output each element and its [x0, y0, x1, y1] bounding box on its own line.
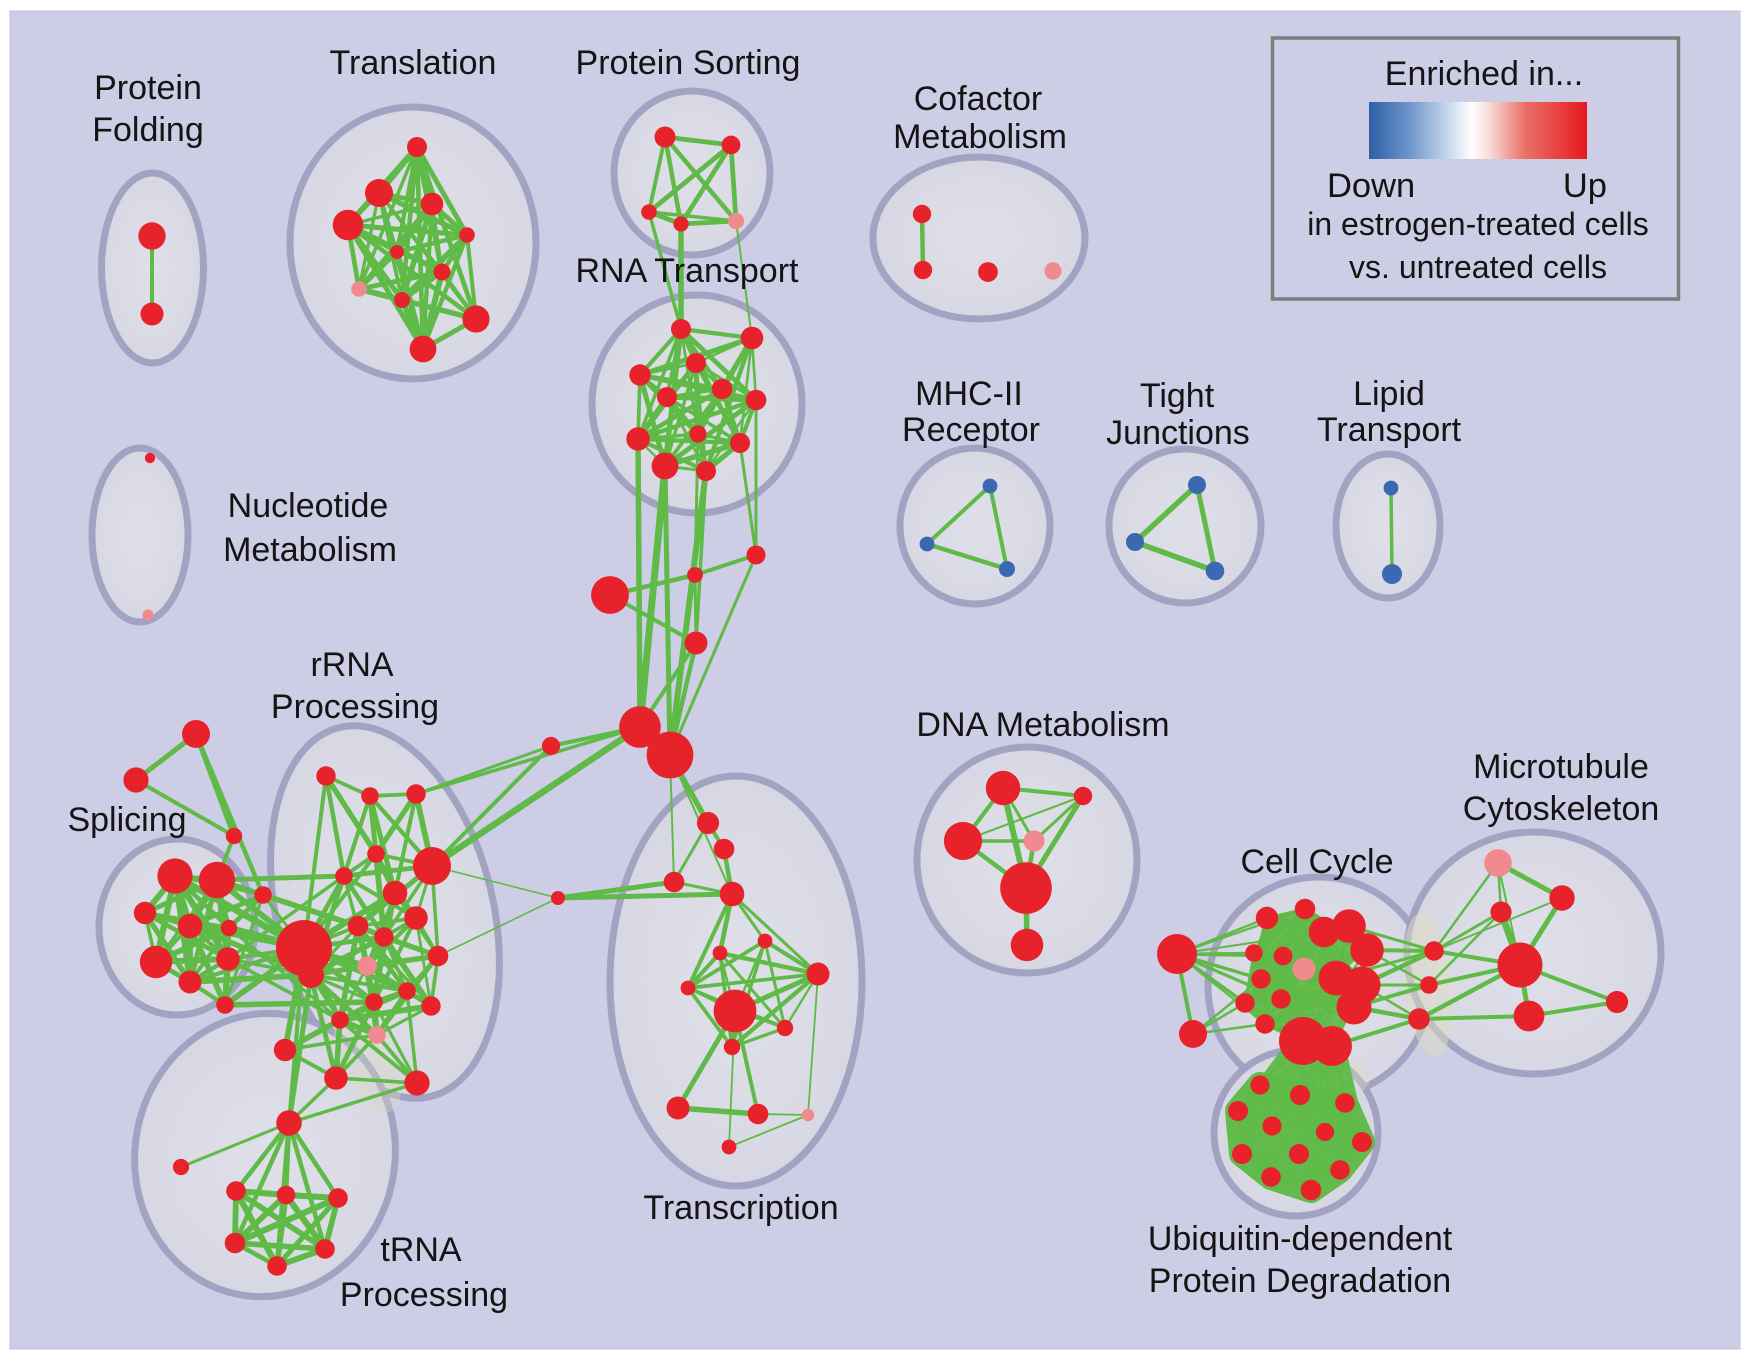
svg-text:DNA Metabolism: DNA Metabolism: [916, 706, 1169, 744]
svg-text:Receptor: Receptor: [902, 411, 1040, 449]
svg-text:Ubiquitin-dependent: Ubiquitin-dependent: [1148, 1220, 1453, 1258]
svg-text:Metabolism: Metabolism: [893, 118, 1067, 156]
svg-text:RNA Transport: RNA Transport: [576, 252, 800, 290]
svg-text:rRNA: rRNA: [310, 646, 393, 684]
svg-text:Splicing: Splicing: [67, 801, 186, 839]
svg-text:Up: Up: [1563, 167, 1607, 205]
svg-text:tRNA: tRNA: [380, 1231, 462, 1269]
svg-text:Protein: Protein: [94, 69, 202, 107]
svg-text:Enriched in...: Enriched in...: [1385, 55, 1583, 93]
svg-text:Protein Sorting: Protein Sorting: [576, 44, 801, 82]
svg-text:Nucleotide: Nucleotide: [228, 487, 389, 525]
svg-text:Microtubule: Microtubule: [1473, 748, 1649, 786]
svg-text:Junctions: Junctions: [1106, 414, 1250, 452]
svg-text:vs. untreated cells: vs. untreated cells: [1349, 249, 1607, 285]
svg-text:Protein Degradation: Protein Degradation: [1149, 1262, 1451, 1300]
svg-text:Transport: Transport: [1317, 411, 1462, 449]
svg-text:Cell Cycle: Cell Cycle: [1240, 843, 1393, 881]
svg-text:Processing: Processing: [271, 688, 439, 726]
svg-text:Transcription: Transcription: [643, 1189, 838, 1227]
svg-text:Folding: Folding: [92, 111, 204, 149]
svg-text:Tight: Tight: [1140, 377, 1215, 415]
svg-text:in estrogen-treated cells: in estrogen-treated cells: [1307, 206, 1649, 242]
svg-text:Processing: Processing: [340, 1276, 508, 1314]
svg-text:Lipid: Lipid: [1353, 375, 1425, 413]
svg-text:Down: Down: [1327, 167, 1415, 205]
svg-text:Cofactor: Cofactor: [914, 80, 1043, 118]
svg-text:Cytoskeleton: Cytoskeleton: [1463, 790, 1660, 828]
svg-text:Translation: Translation: [330, 44, 497, 82]
svg-text:MHC-II: MHC-II: [915, 375, 1023, 413]
svg-text:Metabolism: Metabolism: [223, 531, 397, 569]
